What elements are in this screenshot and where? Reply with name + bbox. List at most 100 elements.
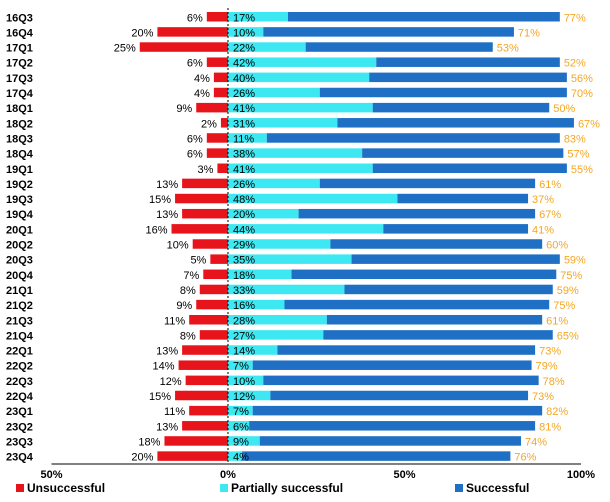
data-label-unsuccessful: 14% [153, 361, 175, 373]
category-label: 17Q4 [6, 88, 34, 100]
bar-successful [291, 269, 557, 280]
bar-successful [277, 345, 536, 355]
data-label-unsuccessful: 18% [138, 436, 160, 448]
bar-unsuccessful [175, 390, 228, 401]
data-label-unsuccessful: 6% [187, 133, 203, 145]
bar-unsuccessful [171, 224, 228, 234]
bar-unsuccessful [199, 284, 228, 295]
bar-unsuccessful [157, 451, 228, 461]
data-label-unsuccessful: 13% [156, 209, 178, 221]
data-label-partially-successful: 44% [233, 224, 255, 236]
data-label-unsuccessful: 20% [131, 27, 153, 39]
category-label: 21Q2 [6, 300, 33, 312]
category-label: 21Q1 [6, 285, 33, 297]
data-label-unsuccessful: 5% [190, 255, 206, 267]
category-label: 19Q1 [6, 164, 33, 176]
data-label-successful: 74% [525, 436, 547, 448]
data-label-successful: 59% [557, 285, 579, 297]
data-label-partially-successful: 12% [233, 391, 255, 403]
bar-successful [337, 118, 574, 128]
data-label-unsuccessful: 20% [131, 452, 153, 464]
data-label-successful: 76% [514, 452, 536, 464]
data-label-successful: 59% [564, 255, 586, 267]
bar-unsuccessful [196, 102, 228, 113]
category-label: 17Q2 [6, 58, 33, 70]
category-label: 16Q3 [6, 12, 33, 24]
data-label-partially-successful: 4% [233, 452, 249, 464]
bar-partially-successful [228, 57, 377, 67]
data-label-partially-successful: 10% [233, 376, 255, 388]
category-label: 17Q3 [6, 73, 33, 85]
data-label-successful: 52% [564, 58, 586, 70]
bar-partially-successful [228, 27, 264, 37]
bar-unsuccessful [206, 133, 228, 143]
x-tick-label: 50% [40, 469, 62, 481]
data-label-partially-successful: 14% [233, 346, 255, 358]
data-label-partially-successful: 41% [233, 103, 255, 115]
bar-successful [252, 405, 543, 416]
category-label: 22Q2 [6, 361, 33, 373]
data-label-partially-successful: 27% [233, 330, 255, 342]
category-label: 22Q4 [6, 391, 34, 403]
data-label-successful: 41% [532, 224, 554, 236]
bar-successful [383, 224, 529, 234]
category-label: 17Q1 [6, 43, 33, 55]
data-label-unsuccessful: 9% [176, 103, 192, 115]
bar-partially-successful [228, 421, 250, 431]
data-label-unsuccessful: 2% [201, 118, 217, 130]
data-label-successful: 79% [536, 361, 558, 373]
data-label-successful: 60% [546, 240, 568, 252]
data-label-unsuccessful: 7% [183, 270, 199, 282]
bar-partially-successful [228, 72, 370, 83]
data-label-successful: 55% [571, 164, 593, 176]
bar-partially-successful [228, 239, 331, 249]
labels-layer: 16Q3 6% 17% 77% 16Q4 20% 10% 71% 17Q1 25% 22% 53% 17… [6, 12, 600, 463]
bar-partially-successful [228, 315, 327, 325]
bar-unsuccessful [189, 405, 228, 416]
bar-partially-successful [228, 345, 278, 355]
bar-successful [323, 330, 553, 340]
data-label-successful: 56% [571, 73, 593, 85]
data-label-successful: 73% [532, 391, 554, 403]
data-label-unsuccessful: 6% [187, 12, 203, 24]
bar-partially-successful [228, 375, 264, 386]
bar-successful [326, 315, 543, 325]
data-label-partially-successful: 41% [233, 164, 255, 176]
data-label-unsuccessful: 13% [156, 346, 178, 358]
data-label-successful: 70% [571, 88, 593, 100]
data-label-partially-successful: 26% [233, 88, 255, 100]
category-label: 18Q4 [6, 149, 34, 161]
bar-partially-successful [228, 360, 253, 370]
x-tick-label: 50% [393, 469, 415, 481]
bar-successful [319, 87, 567, 98]
bar-unsuccessful [206, 12, 228, 22]
bar-successful [376, 57, 560, 67]
bar-partially-successful [228, 12, 289, 22]
bar-unsuccessful [206, 148, 228, 158]
data-label-unsuccessful: 11% [164, 315, 185, 327]
bar-unsuccessful [182, 421, 228, 431]
data-label-unsuccessful: 8% [180, 285, 196, 297]
bar-partially-successful [228, 102, 373, 113]
data-label-partially-successful: 7% [233, 406, 249, 418]
bar-partially-successful [228, 254, 352, 264]
data-label-unsuccessful: 13% [156, 421, 178, 433]
bar-partially-successful [228, 405, 253, 416]
bar-unsuccessful [182, 345, 228, 355]
data-label-partially-successful: 10% [233, 27, 255, 39]
data-label-unsuccessful: 13% [156, 179, 178, 191]
category-label: 23Q4 [6, 452, 34, 464]
data-label-successful: 67% [578, 118, 600, 130]
data-label-partially-successful: 29% [233, 240, 255, 252]
data-label-partially-successful: 11% [233, 133, 254, 145]
bar-successful [242, 451, 511, 461]
data-label-successful: 50% [553, 103, 575, 115]
data-label-partially-successful: 35% [233, 255, 255, 267]
category-label: 21Q3 [6, 315, 33, 327]
bar-unsuccessful [182, 178, 228, 189]
bar-unsuccessful [157, 27, 228, 37]
bar-partially-successful [228, 118, 338, 128]
data-label-successful: 75% [560, 270, 582, 282]
bar-successful [372, 102, 550, 113]
data-label-successful: 61% [546, 315, 568, 327]
